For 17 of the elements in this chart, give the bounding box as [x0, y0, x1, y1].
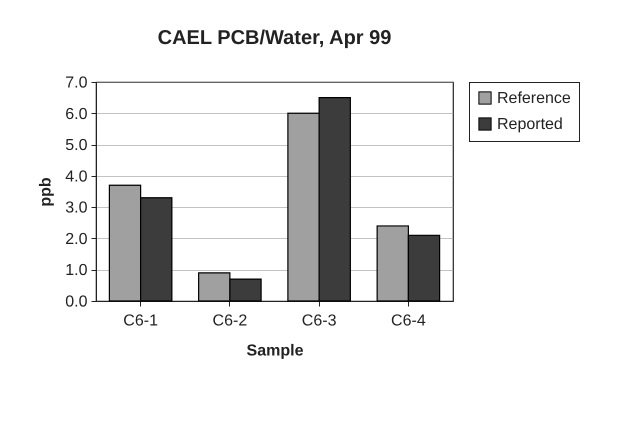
- y-tick-label: 2.0: [65, 230, 88, 248]
- y-tick-label: 7.0: [65, 74, 88, 92]
- y-tick-label: 4.0: [65, 168, 88, 186]
- x-tick-label: C6-4: [391, 312, 426, 330]
- y-tick-label: 5.0: [65, 137, 88, 154]
- x-tick-label: C6-1: [123, 312, 158, 330]
- y-tick-label: 1.0: [65, 262, 88, 280]
- x-axis-title: Sample: [246, 342, 304, 360]
- y-axis-title: ppb: [37, 177, 54, 207]
- chart-title: CAEL PCB/Water, Apr 99: [158, 27, 392, 49]
- y-tick-label: 3.0: [65, 200, 88, 217]
- y-tick-label: 6.0: [65, 106, 88, 123]
- x-tick-label: C6-2: [212, 312, 248, 330]
- legend-label: Reported: [497, 116, 563, 133]
- y-tick-label: 0.0: [65, 294, 88, 310]
- x-tick-label: C6-3: [302, 312, 337, 330]
- legend-label: Reference: [497, 90, 571, 107]
